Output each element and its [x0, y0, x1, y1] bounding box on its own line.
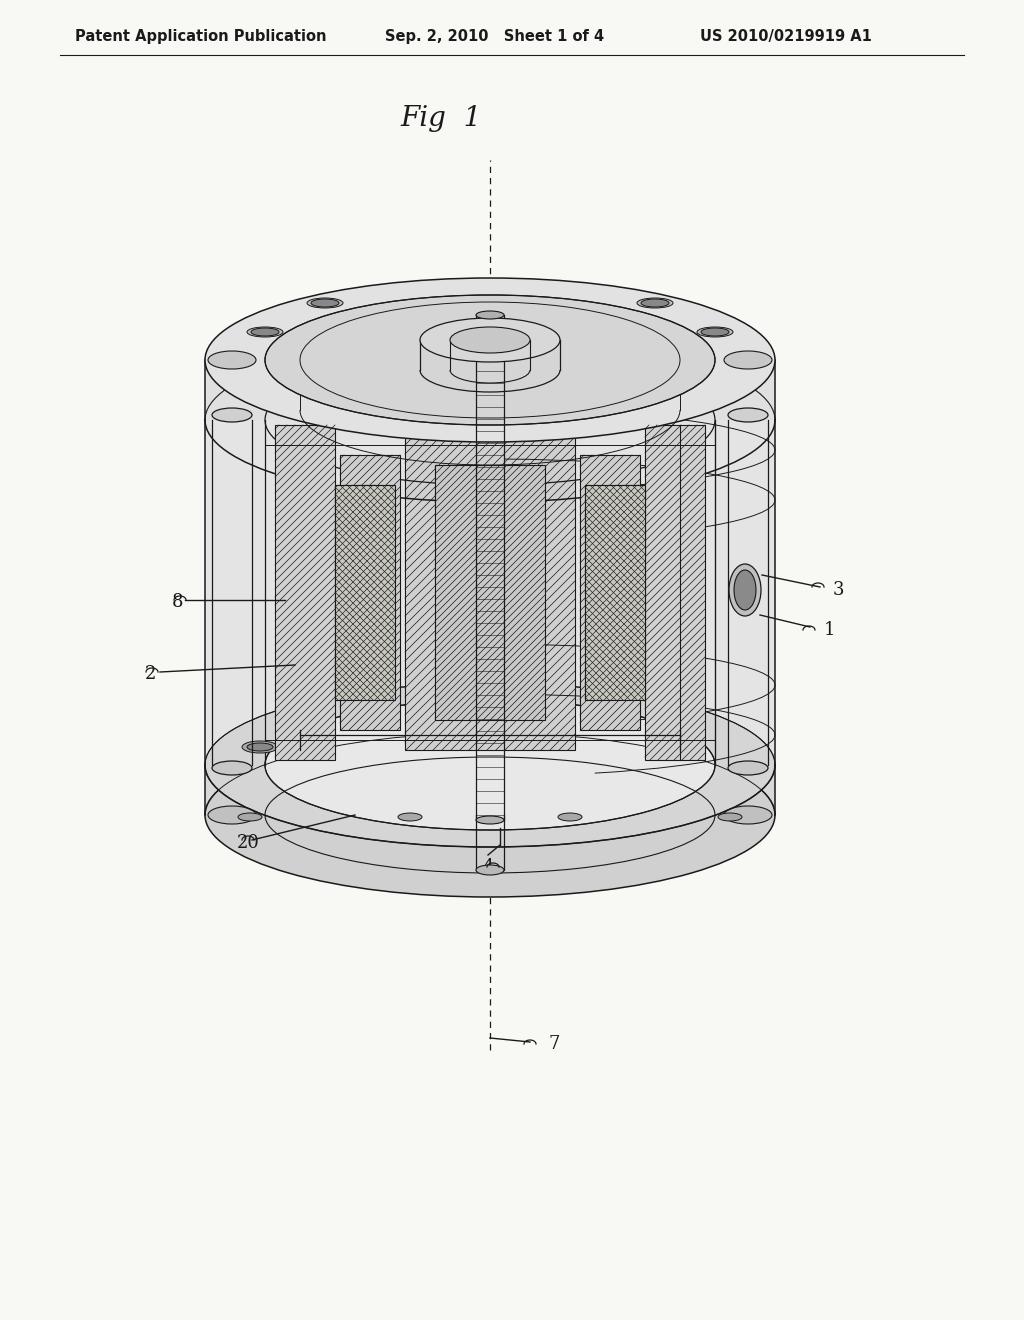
Ellipse shape — [476, 865, 504, 875]
Polygon shape — [335, 484, 395, 700]
Ellipse shape — [307, 298, 343, 308]
Ellipse shape — [205, 279, 775, 442]
Ellipse shape — [251, 327, 279, 337]
Ellipse shape — [398, 813, 422, 821]
Ellipse shape — [208, 351, 256, 370]
Text: US 2010/0219919 A1: US 2010/0219919 A1 — [700, 29, 871, 45]
Ellipse shape — [311, 300, 339, 308]
Ellipse shape — [238, 813, 262, 821]
Polygon shape — [205, 766, 775, 814]
Ellipse shape — [302, 725, 328, 733]
Ellipse shape — [476, 816, 504, 824]
Polygon shape — [585, 484, 645, 700]
Text: Sep. 2, 2010   Sheet 1 of 4: Sep. 2, 2010 Sheet 1 of 4 — [385, 29, 604, 45]
Ellipse shape — [450, 327, 530, 352]
Ellipse shape — [420, 318, 560, 362]
Text: Patent Application Publication: Patent Application Publication — [75, 29, 327, 45]
Polygon shape — [205, 420, 775, 766]
Ellipse shape — [637, 298, 673, 308]
Ellipse shape — [734, 570, 756, 610]
Ellipse shape — [701, 327, 729, 337]
Ellipse shape — [205, 682, 775, 847]
Text: 1: 1 — [824, 620, 836, 639]
Ellipse shape — [265, 700, 715, 830]
Ellipse shape — [265, 294, 715, 425]
Ellipse shape — [247, 743, 273, 751]
Ellipse shape — [476, 312, 504, 319]
Text: 7: 7 — [548, 1035, 559, 1053]
Ellipse shape — [297, 723, 333, 735]
Polygon shape — [205, 360, 775, 420]
Ellipse shape — [718, 813, 742, 821]
Ellipse shape — [558, 813, 582, 821]
Text: 2: 2 — [145, 665, 157, 682]
Text: Fig  1: Fig 1 — [400, 106, 481, 132]
Polygon shape — [340, 455, 400, 730]
Ellipse shape — [728, 408, 768, 422]
Polygon shape — [645, 425, 705, 760]
Text: 20: 20 — [237, 834, 260, 851]
Ellipse shape — [205, 733, 775, 898]
Ellipse shape — [212, 408, 252, 422]
Text: 3: 3 — [833, 581, 845, 599]
Polygon shape — [435, 465, 545, 719]
Ellipse shape — [728, 762, 768, 775]
Polygon shape — [406, 436, 575, 750]
Polygon shape — [580, 455, 640, 730]
Ellipse shape — [247, 327, 283, 337]
Ellipse shape — [724, 351, 772, 370]
Ellipse shape — [724, 807, 772, 824]
Ellipse shape — [208, 807, 256, 824]
Ellipse shape — [212, 762, 252, 775]
Ellipse shape — [729, 564, 761, 616]
Polygon shape — [275, 425, 335, 760]
Text: 8: 8 — [172, 593, 183, 611]
Text: 4: 4 — [482, 858, 494, 876]
Polygon shape — [410, 465, 570, 719]
Ellipse shape — [641, 300, 669, 308]
Ellipse shape — [242, 741, 278, 752]
Ellipse shape — [697, 327, 733, 337]
